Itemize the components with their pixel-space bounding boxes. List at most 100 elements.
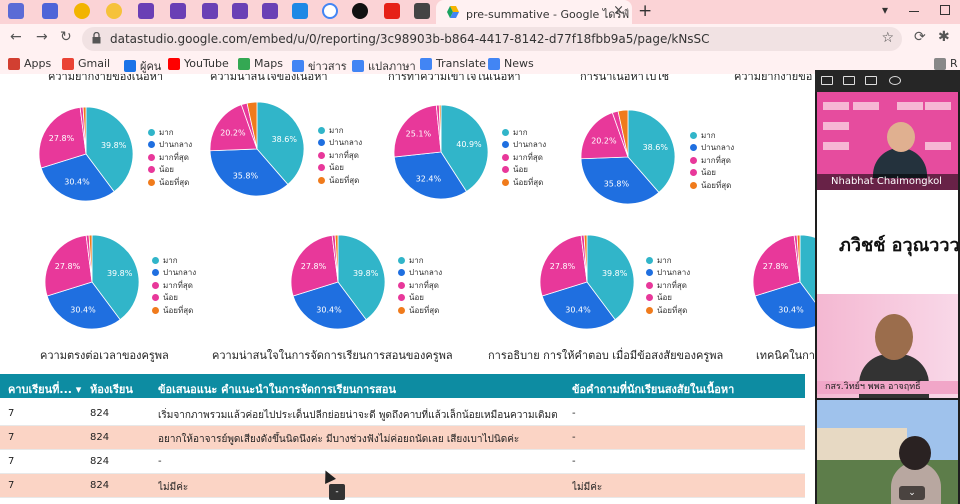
tab-favicon[interactable] xyxy=(414,3,430,19)
pie-slice[interactable] xyxy=(85,106,134,193)
legend-item[interactable]: น้อยที่สุด xyxy=(646,304,690,317)
legend-item[interactable]: มาก xyxy=(502,126,546,139)
pie-slice[interactable] xyxy=(580,156,660,205)
forward-icon[interactable]: → xyxy=(36,29,48,45)
legend-item[interactable]: น้อยที่สุด xyxy=(690,179,734,192)
column-header-room[interactable]: ห้องเรียน xyxy=(90,383,133,396)
pie-slice[interactable] xyxy=(38,106,87,169)
pie-slice[interactable] xyxy=(393,104,442,158)
pie-chart[interactable]: 39.8%30.4%27.8% xyxy=(538,233,636,331)
legend-item[interactable]: น้อยที่สุด xyxy=(318,174,362,187)
pie-slice[interactable] xyxy=(541,281,616,330)
pie-slice[interactable] xyxy=(583,234,588,283)
tab-favicon[interactable] xyxy=(8,3,24,19)
maximize-icon[interactable] xyxy=(940,5,950,15)
bookmark-news-th[interactable]: ข่าวสาร xyxy=(292,57,347,75)
legend-item[interactable]: มากที่สุด xyxy=(398,279,442,292)
scroll-handle-icon[interactable]: - xyxy=(329,484,345,500)
video-tile-1[interactable]: Nhabhat Chaimongkol xyxy=(817,92,958,190)
active-tab[interactable]: pre-summative - Google ไดรฟ์ × xyxy=(436,0,632,24)
legend-item[interactable]: มาก xyxy=(318,124,362,137)
youtube-icon[interactable] xyxy=(384,3,400,19)
pie-slice[interactable] xyxy=(799,234,815,320)
lock-icon[interactable] xyxy=(92,32,101,44)
video-tile-2[interactable]: ภวิชช์ อวุณวววา xyxy=(817,190,958,294)
pie-chart[interactable]: 39.8%30.4%27.8% xyxy=(37,105,135,203)
legend-item[interactable]: น้อย xyxy=(318,162,362,175)
legend-item[interactable]: มาก xyxy=(152,254,196,267)
legend-item[interactable]: น้อยที่สุด xyxy=(398,304,442,317)
legend-item[interactable]: มากที่สุด xyxy=(690,154,734,167)
column-header-period[interactable]: คาบเรียนที่... ▾ xyxy=(8,383,82,396)
pie-chart[interactable]: 39.8%30.4%27.8% xyxy=(43,233,141,331)
table-row[interactable]: 7 824 อยากให้อาจารย์พูดเสียงดังขึ้นนิดนึงค… xyxy=(0,426,805,450)
legend-item[interactable]: น้อย xyxy=(152,292,196,305)
close-icon[interactable]: × xyxy=(613,3,624,18)
pie-slice[interactable] xyxy=(627,109,676,194)
pie-slice[interactable] xyxy=(438,104,442,153)
pie-slice[interactable] xyxy=(393,151,467,200)
pie-slice[interactable] xyxy=(292,281,367,330)
pie-slice[interactable] xyxy=(586,234,635,321)
sort-icon[interactable]: ▾ xyxy=(75,383,82,396)
legend-item[interactable]: มากที่สุด xyxy=(152,279,196,292)
pie-slice[interactable] xyxy=(209,148,289,197)
speaker-view-icon[interactable] xyxy=(865,76,877,85)
bookmark-star-icon[interactable]: ☆ xyxy=(881,30,894,46)
tab-favicon[interactable] xyxy=(202,3,218,19)
tab-favicon[interactable] xyxy=(106,3,122,19)
pie-slice[interactable] xyxy=(539,234,588,297)
tab-favicon[interactable] xyxy=(170,3,186,19)
pie-slice[interactable] xyxy=(796,234,801,283)
table-row[interactable]: 7 824 - - xyxy=(0,450,805,474)
legend-item[interactable]: น้อย xyxy=(398,292,442,305)
address-bar[interactable]: datastudio.google.com/embed/u/0/reportin… xyxy=(82,27,902,51)
legend-item[interactable]: ปานกลาง xyxy=(690,142,734,155)
table-row[interactable]: 7 824 เริ่มจากภาพรวมแล้วค่อยไปประเด็นปลีกย… xyxy=(0,402,805,426)
legend-item[interactable]: ปานกลาง xyxy=(646,267,690,280)
layout-icon[interactable] xyxy=(821,76,833,85)
legend-item[interactable]: น้อย xyxy=(148,164,192,177)
pie-slice[interactable] xyxy=(246,101,258,150)
google-icon[interactable] xyxy=(322,3,338,19)
legend-item[interactable]: น้อยที่สุด xyxy=(502,176,546,189)
pie-slice[interactable] xyxy=(91,234,140,321)
back-icon[interactable]: ← xyxy=(10,29,22,45)
pie-chart[interactable]: 38.6% 35.8% 20.2% xyxy=(208,100,306,198)
pie-chart[interactable]: 38.6% 35.8% 20.2% xyxy=(579,108,677,206)
tab-favicon[interactable] xyxy=(292,3,308,19)
column-header-question[interactable]: ข้อคำถามที่นักเรียนสงสัยในเนื้อหา xyxy=(572,383,735,396)
legend-item[interactable]: มาก xyxy=(148,126,192,139)
reload-icon[interactable]: ↻ xyxy=(60,29,72,45)
pie-slice[interactable] xyxy=(337,234,386,321)
url-text[interactable]: datastudio.google.com/embed/u/0/reportin… xyxy=(110,32,710,46)
pie-chart[interactable]: 39.8%30.4%27.8% xyxy=(751,233,815,331)
column-header-suggestion[interactable]: ข้อเสนอแนะ คำแนะนำในการจัดการเรียนการสอน xyxy=(158,383,397,396)
pie-slice[interactable] xyxy=(754,281,815,330)
puzzle-icon[interactable]: ✱ xyxy=(938,29,950,45)
pie-slice[interactable] xyxy=(46,281,121,330)
bookmark-gmail[interactable]: Gmail xyxy=(62,57,110,70)
legend-item[interactable]: น้อยที่สุด xyxy=(148,176,192,189)
legend-item[interactable]: น้อย xyxy=(690,167,734,180)
legend-item[interactable]: มาก xyxy=(646,254,690,267)
tab-favicon[interactable] xyxy=(42,3,58,19)
bookmark-maps[interactable]: Maps xyxy=(238,57,283,70)
tab-search-icon[interactable]: ▾ xyxy=(882,3,889,17)
pie-slice[interactable] xyxy=(256,101,305,186)
legend-item[interactable]: มาก xyxy=(690,129,734,142)
tab-favicon[interactable] xyxy=(352,3,368,19)
pie-slice[interactable] xyxy=(617,109,629,158)
pie-slice[interactable] xyxy=(40,153,115,202)
tab-favicon[interactable] xyxy=(74,3,90,19)
legend-item[interactable]: น้อยที่สุด xyxy=(152,304,196,317)
gallery-icon[interactable] xyxy=(843,76,855,85)
legend-item[interactable]: น้อย xyxy=(502,164,546,177)
pie-slice[interactable] xyxy=(290,234,339,297)
legend-item[interactable]: น้อย xyxy=(646,292,690,305)
legend-item[interactable]: ปานกลาง xyxy=(148,139,192,152)
pie-chart[interactable]: 39.8%30.4%27.8% xyxy=(289,233,387,331)
legend-item[interactable]: มากที่สุด xyxy=(318,149,362,162)
extension-icon[interactable]: ⟳ xyxy=(914,29,926,45)
chevron-down-icon[interactable]: ⌄ xyxy=(899,486,925,500)
